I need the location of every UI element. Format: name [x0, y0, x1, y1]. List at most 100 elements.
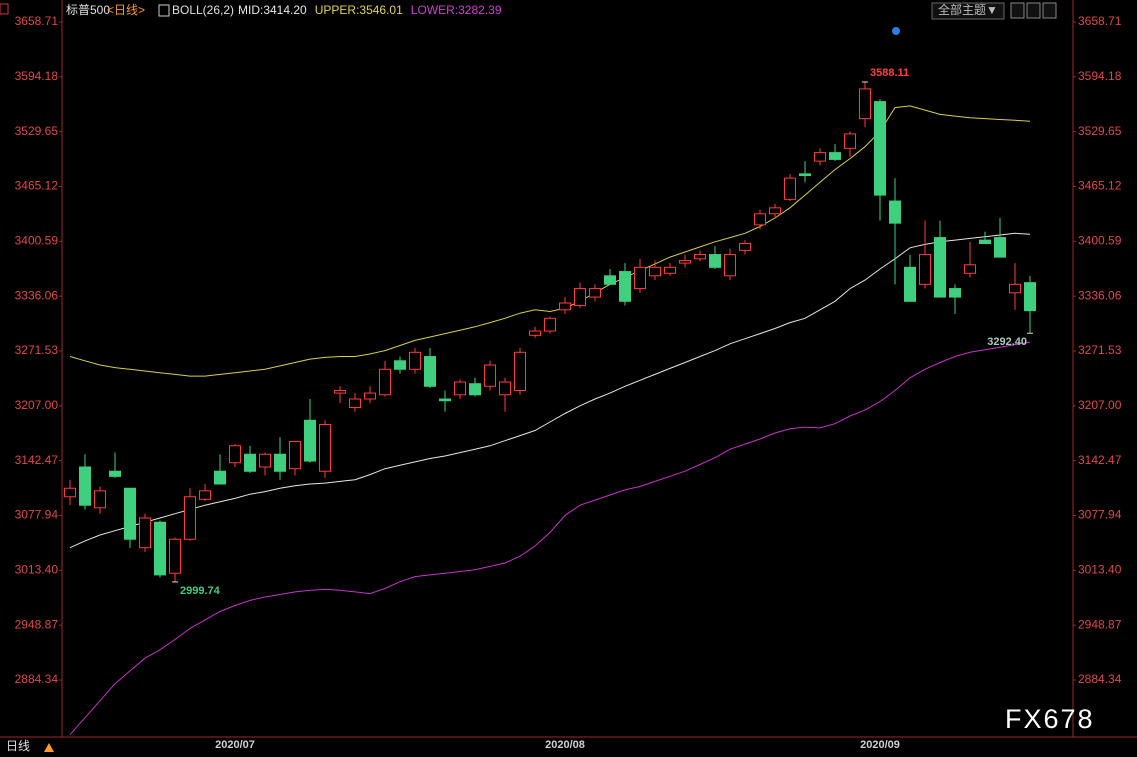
candle-body	[139, 517, 151, 549]
y-tick-label: 2884.34	[15, 672, 59, 686]
candle-body	[844, 133, 856, 149]
candle-body	[739, 243, 751, 251]
indicator-icon[interactable]	[158, 4, 170, 17]
candle-body	[694, 254, 706, 260]
candle-body	[619, 271, 631, 302]
candle-body	[364, 392, 376, 400]
candle-body	[589, 288, 601, 298]
candle-body	[439, 398, 451, 402]
candle-body	[199, 490, 211, 500]
y-tick-label: 2884.34	[1078, 672, 1122, 686]
candle-body	[799, 173, 811, 177]
x-tick-label: 2020/08	[545, 739, 585, 751]
extreme-label: 3588.11	[870, 67, 909, 79]
y-tick-label: 3594.18	[1078, 69, 1122, 83]
extreme-label: 3292.40	[987, 336, 1027, 348]
period[interactable]: <日线>	[107, 3, 145, 17]
candle-body	[154, 521, 166, 576]
candle-body	[709, 254, 721, 268]
y-tick-label: 3658.71	[15, 14, 59, 28]
theme-button-box[interactable]	[931, 2, 1005, 20]
tool-icon[interactable]	[1010, 2, 1025, 19]
y-tick-label: 3013.40	[1078, 562, 1122, 576]
candle-body	[1009, 283, 1021, 294]
y-tick-label: 3465.12	[1078, 179, 1122, 193]
candle-body	[379, 368, 391, 396]
y-tick-label: 3336.06	[1078, 288, 1122, 302]
tool-icon[interactable]	[1042, 2, 1057, 19]
candle-body	[349, 398, 361, 409]
candle-body	[259, 453, 271, 468]
y-tick-label: 3271.53	[1078, 343, 1122, 357]
y-tick-label: 3271.53	[15, 343, 59, 357]
candle-body	[64, 487, 76, 498]
footer-arrow[interactable]	[44, 743, 54, 752]
y-tick-label: 3529.65	[15, 124, 59, 138]
candle-body	[754, 213, 766, 226]
y-tick-label: 3400.59	[1078, 233, 1122, 247]
candle-body	[334, 390, 346, 394]
legend-entry: MID:3414.20	[238, 3, 307, 17]
candle-body	[79, 466, 91, 506]
y-tick-label: 3658.71	[1078, 14, 1122, 28]
x-tick-label: 2020/07	[215, 739, 255, 751]
plot	[64, 81, 1036, 736]
y-tick-label: 3594.18	[15, 69, 59, 83]
y-tick-label: 3529.65	[1078, 124, 1122, 138]
candle-body	[859, 88, 871, 120]
candle-body	[1024, 282, 1036, 312]
y-tick-label: 3336.06	[15, 288, 59, 302]
candle-body	[634, 266, 646, 290]
header: 标普500 <日线> BOLL(26,2) 全部主题▼ MID:3414.20 U…	[0, 2, 1057, 35]
watermark: FX678	[1005, 704, 1095, 734]
candle-body	[784, 177, 796, 200]
candle-body	[574, 288, 586, 307]
candle-body	[964, 264, 976, 274]
y-tick-label: 2948.87	[1078, 617, 1122, 631]
candle-body	[319, 424, 331, 472]
candle-body	[664, 266, 676, 274]
tool-icon[interactable]	[1026, 2, 1041, 19]
footer-tab[interactable]: 日线	[6, 739, 30, 753]
candle-body	[184, 496, 196, 540]
y-tick-label: 3465.12	[15, 179, 59, 193]
y-tick-label: 3077.94	[1078, 508, 1122, 522]
candle-body	[304, 419, 316, 462]
candle-body	[394, 360, 406, 370]
band-line	[69, 341, 1031, 736]
candle-body	[484, 364, 496, 387]
theme-button[interactable]: 全部主题▼	[938, 2, 998, 17]
candle-body	[454, 381, 466, 396]
candle-body	[289, 441, 301, 470]
candle-body	[424, 356, 436, 387]
y-tick-label: 3142.47	[1078, 453, 1122, 467]
y-tick-label: 3077.94	[15, 508, 59, 522]
candle-body	[109, 470, 121, 477]
y-tick-label: 2948.87	[15, 617, 59, 631]
candle-body	[229, 445, 241, 464]
candle-body	[559, 302, 571, 311]
candle-body	[679, 260, 691, 264]
candle-body	[904, 266, 916, 302]
candle-body	[724, 254, 736, 277]
band-line	[69, 232, 1031, 549]
candle-body	[529, 330, 541, 336]
candle-body	[514, 351, 526, 392]
event-dot[interactable]	[892, 27, 900, 35]
y-tick-label: 3142.47	[15, 453, 59, 467]
indicator: BOLL(26,2)	[172, 3, 234, 17]
candle-body	[649, 266, 661, 277]
candle-body	[814, 152, 826, 162]
candle-body	[889, 200, 901, 224]
candle-body	[214, 470, 226, 485]
candle-body	[919, 254, 931, 285]
legend-entry: UPPER:3546.01	[315, 3, 403, 17]
legend-entry: LOWER:3282.39	[411, 3, 502, 17]
extreme-label: 2999.74	[180, 585, 221, 597]
candle-body	[934, 237, 946, 298]
symbol: 标普500	[66, 3, 110, 17]
candle-body	[994, 237, 1006, 258]
